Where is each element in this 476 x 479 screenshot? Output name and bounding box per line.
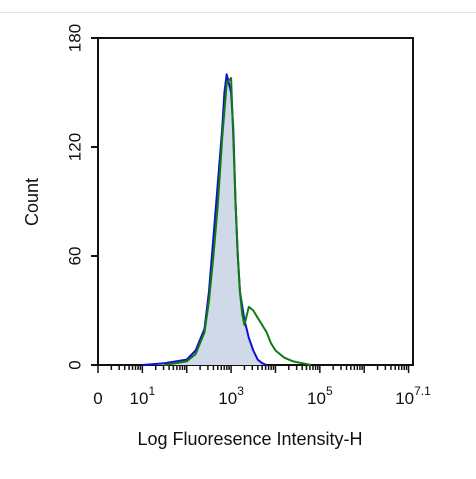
x-tick-label-base: 10 <box>395 389 414 408</box>
series-line <box>142 73 267 366</box>
x-tick-label-exponent: 7.1 <box>414 384 431 398</box>
x-tick-label-base: 0 <box>93 389 102 408</box>
x-axis: 0 101 103 105 107.1 <box>93 365 431 408</box>
x-tick-label: 105 <box>307 384 333 408</box>
top-divider <box>0 12 476 13</box>
x-tick-label: 107.1 <box>395 384 431 408</box>
x-tick-label-base: 10 <box>218 389 237 408</box>
y-axis-title: Count <box>22 178 42 226</box>
x-tick-label: 101 <box>130 384 156 408</box>
y-tick-label: 120 <box>65 133 84 161</box>
y-axis: 0 60 120 180 <box>65 24 98 370</box>
series-area <box>142 74 267 366</box>
series-layer <box>142 73 312 366</box>
x-tick-label-base: 10 <box>130 389 149 408</box>
x-tick-label-base: 10 <box>307 389 326 408</box>
x-tick-label-exponent: 1 <box>148 384 155 398</box>
x-tick-label-exponent: 3 <box>237 384 244 398</box>
series-line <box>164 77 312 366</box>
x-tick-label: 103 <box>218 384 244 408</box>
y-tick-label: 0 <box>65 360 84 369</box>
x-axis-title: Log Fluoresence Intensity-H <box>137 429 362 449</box>
x-tick-label-exponent: 5 <box>326 384 333 398</box>
x-tick-label: 0 <box>93 389 102 408</box>
y-tick-label: 60 <box>65 247 84 266</box>
y-tick-label: 180 <box>65 24 84 52</box>
